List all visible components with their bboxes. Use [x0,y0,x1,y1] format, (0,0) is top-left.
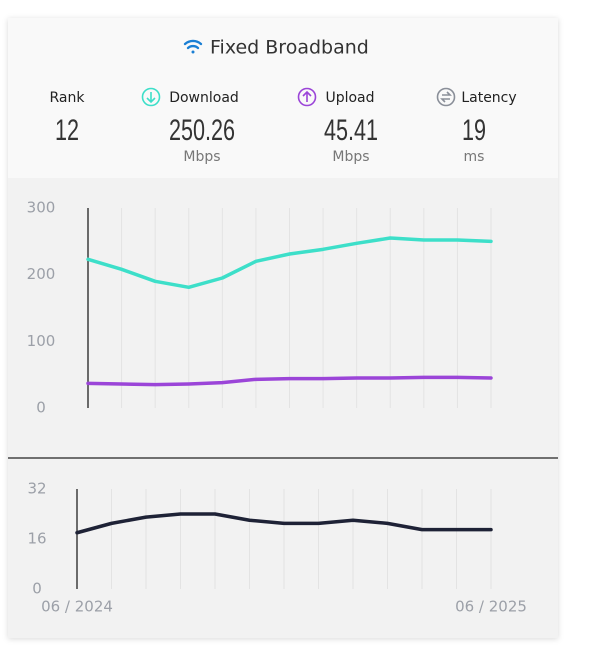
stat-unit: Mbps [183,149,220,165]
x-tick-label: 06 / 2024 [41,598,113,616]
y-tick-label: 32 [27,480,46,498]
y-tick-label: 300 [27,199,56,217]
stat-value: 19 [462,112,486,146]
chart-area [8,178,558,638]
stat-label: Latency [461,90,516,106]
x-tick-label: 06 / 2025 [455,598,527,616]
y-tick-label: 0 [32,580,42,598]
stat-label: Upload [325,90,374,106]
stat-label: Rank [50,90,86,106]
series-line [75,512,493,535]
wifi-icon [183,39,203,54]
y-tick-label: 16 [27,530,46,548]
series-line [86,236,493,290]
stat-value: 250.26 [169,112,235,146]
title: Fixed Broadband [210,37,369,59]
stat-unit: ms [464,149,485,165]
stat-unit: Mbps [332,149,369,165]
y-tick-label: 0 [36,399,46,417]
latency-icon [436,87,456,107]
upload-icon [297,87,317,107]
series-line [86,375,493,387]
y-tick-label: 200 [27,265,56,283]
stat-value: 45.41 [324,112,378,146]
stat-value: 12 [55,112,79,146]
y-tick-label: 100 [27,332,56,350]
download-icon [141,87,161,107]
stat-label: Download [169,90,239,106]
